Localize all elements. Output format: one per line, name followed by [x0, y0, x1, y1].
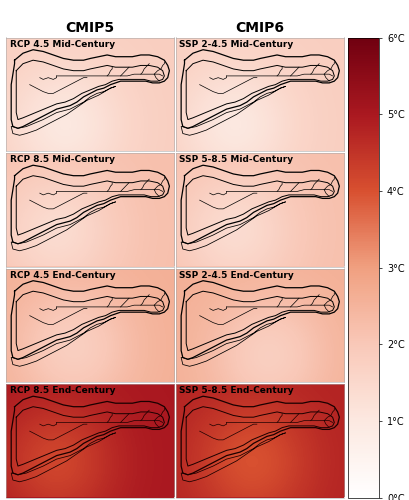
Text: RCP 8.5 Mid-Century: RCP 8.5 Mid-Century — [9, 156, 114, 164]
Text: CMIP6: CMIP6 — [235, 21, 284, 35]
Text: SSP 5-8.5 Mid-Century: SSP 5-8.5 Mid-Century — [179, 156, 293, 164]
Text: SSP 2-4.5 End-Century: SSP 2-4.5 End-Century — [179, 271, 294, 280]
Text: RCP 4.5 End-Century: RCP 4.5 End-Century — [9, 271, 115, 280]
Text: RCP 4.5 Mid-Century: RCP 4.5 Mid-Century — [9, 40, 115, 49]
Text: RCP 8.5 End-Century: RCP 8.5 End-Century — [9, 386, 115, 396]
Text: SSP 2-4.5 Mid-Century: SSP 2-4.5 Mid-Century — [179, 40, 293, 49]
Text: SSP 5-8.5 End-Century: SSP 5-8.5 End-Century — [179, 386, 293, 396]
Text: CMIP5: CMIP5 — [65, 21, 115, 35]
